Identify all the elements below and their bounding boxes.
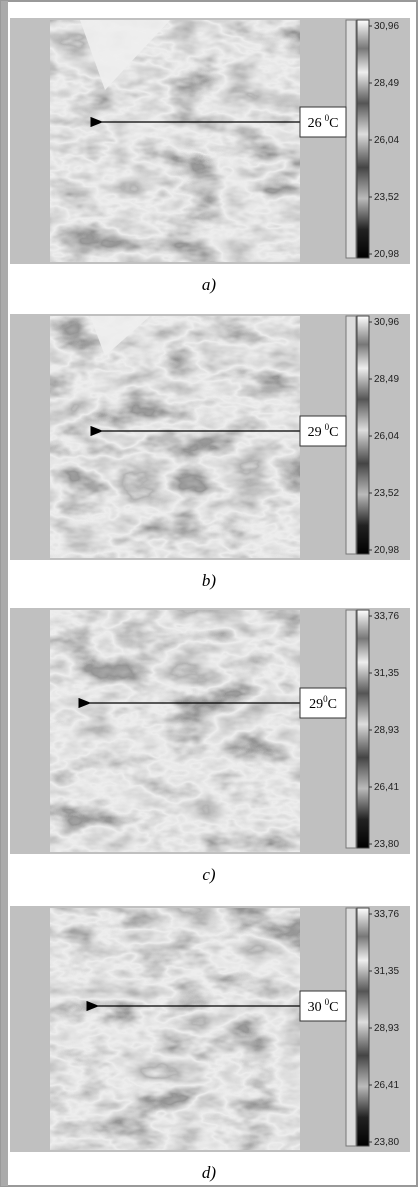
panel-label: d): [202, 1163, 217, 1182]
thermal-image: [50, 316, 300, 558]
figure: 30,9628,4926,0423,5220,98260Ca)30,9628,4…: [0, 0, 418, 1187]
annotation-unit: C: [329, 425, 338, 440]
scroll-track: [346, 610, 356, 848]
panel-label: a): [202, 275, 217, 294]
colorbar: [357, 316, 369, 554]
panel-label: b): [202, 571, 217, 590]
scroll-track: [346, 20, 356, 258]
scale-label: 26,04: [374, 431, 399, 442]
scale-label: 26,04: [374, 135, 399, 146]
annotation-unit: C: [328, 697, 337, 712]
colorbar: [357, 610, 369, 848]
scale-label: 23,80: [374, 839, 399, 850]
panel-label: c): [202, 865, 216, 884]
scale-label: 23,52: [374, 488, 399, 499]
thermal-image: [50, 610, 300, 852]
scale-label: 20,98: [374, 249, 399, 260]
scale-label: 31,35: [374, 966, 399, 977]
scale-label: 26,41: [374, 1080, 399, 1091]
annotation-temp: 29: [309, 697, 323, 712]
annotation-unit: C: [329, 116, 338, 131]
annotation-unit: C: [329, 1000, 338, 1015]
left-border: [1, 1, 8, 1186]
scale-label: 20,98: [374, 545, 399, 556]
scale-label: 28,93: [374, 725, 399, 736]
scale-label: 23,80: [374, 1137, 399, 1148]
scale-label: 28,49: [374, 78, 399, 89]
annotation: 290C: [309, 694, 337, 712]
annotation-temp: 30: [308, 1000, 322, 1015]
scale-label: 31,35: [374, 668, 399, 679]
thermal-image: [50, 908, 300, 1150]
thermal-image: [50, 20, 300, 262]
colorbar: [357, 908, 369, 1146]
scroll-track: [346, 908, 356, 1146]
annotation-temp: 29: [308, 425, 322, 440]
scale-label: 26,41: [374, 782, 399, 793]
scale-label: 30,96: [374, 21, 399, 32]
scale-label: 33,76: [374, 909, 399, 920]
colorbar: [357, 20, 369, 258]
scale-label: 33,76: [374, 611, 399, 622]
scroll-track: [346, 316, 356, 554]
scale-label: 30,96: [374, 317, 399, 328]
scale-label: 23,52: [374, 192, 399, 203]
annotation-temp: 26: [308, 116, 322, 131]
scale-label: 28,49: [374, 374, 399, 385]
scale-label: 28,93: [374, 1023, 399, 1034]
